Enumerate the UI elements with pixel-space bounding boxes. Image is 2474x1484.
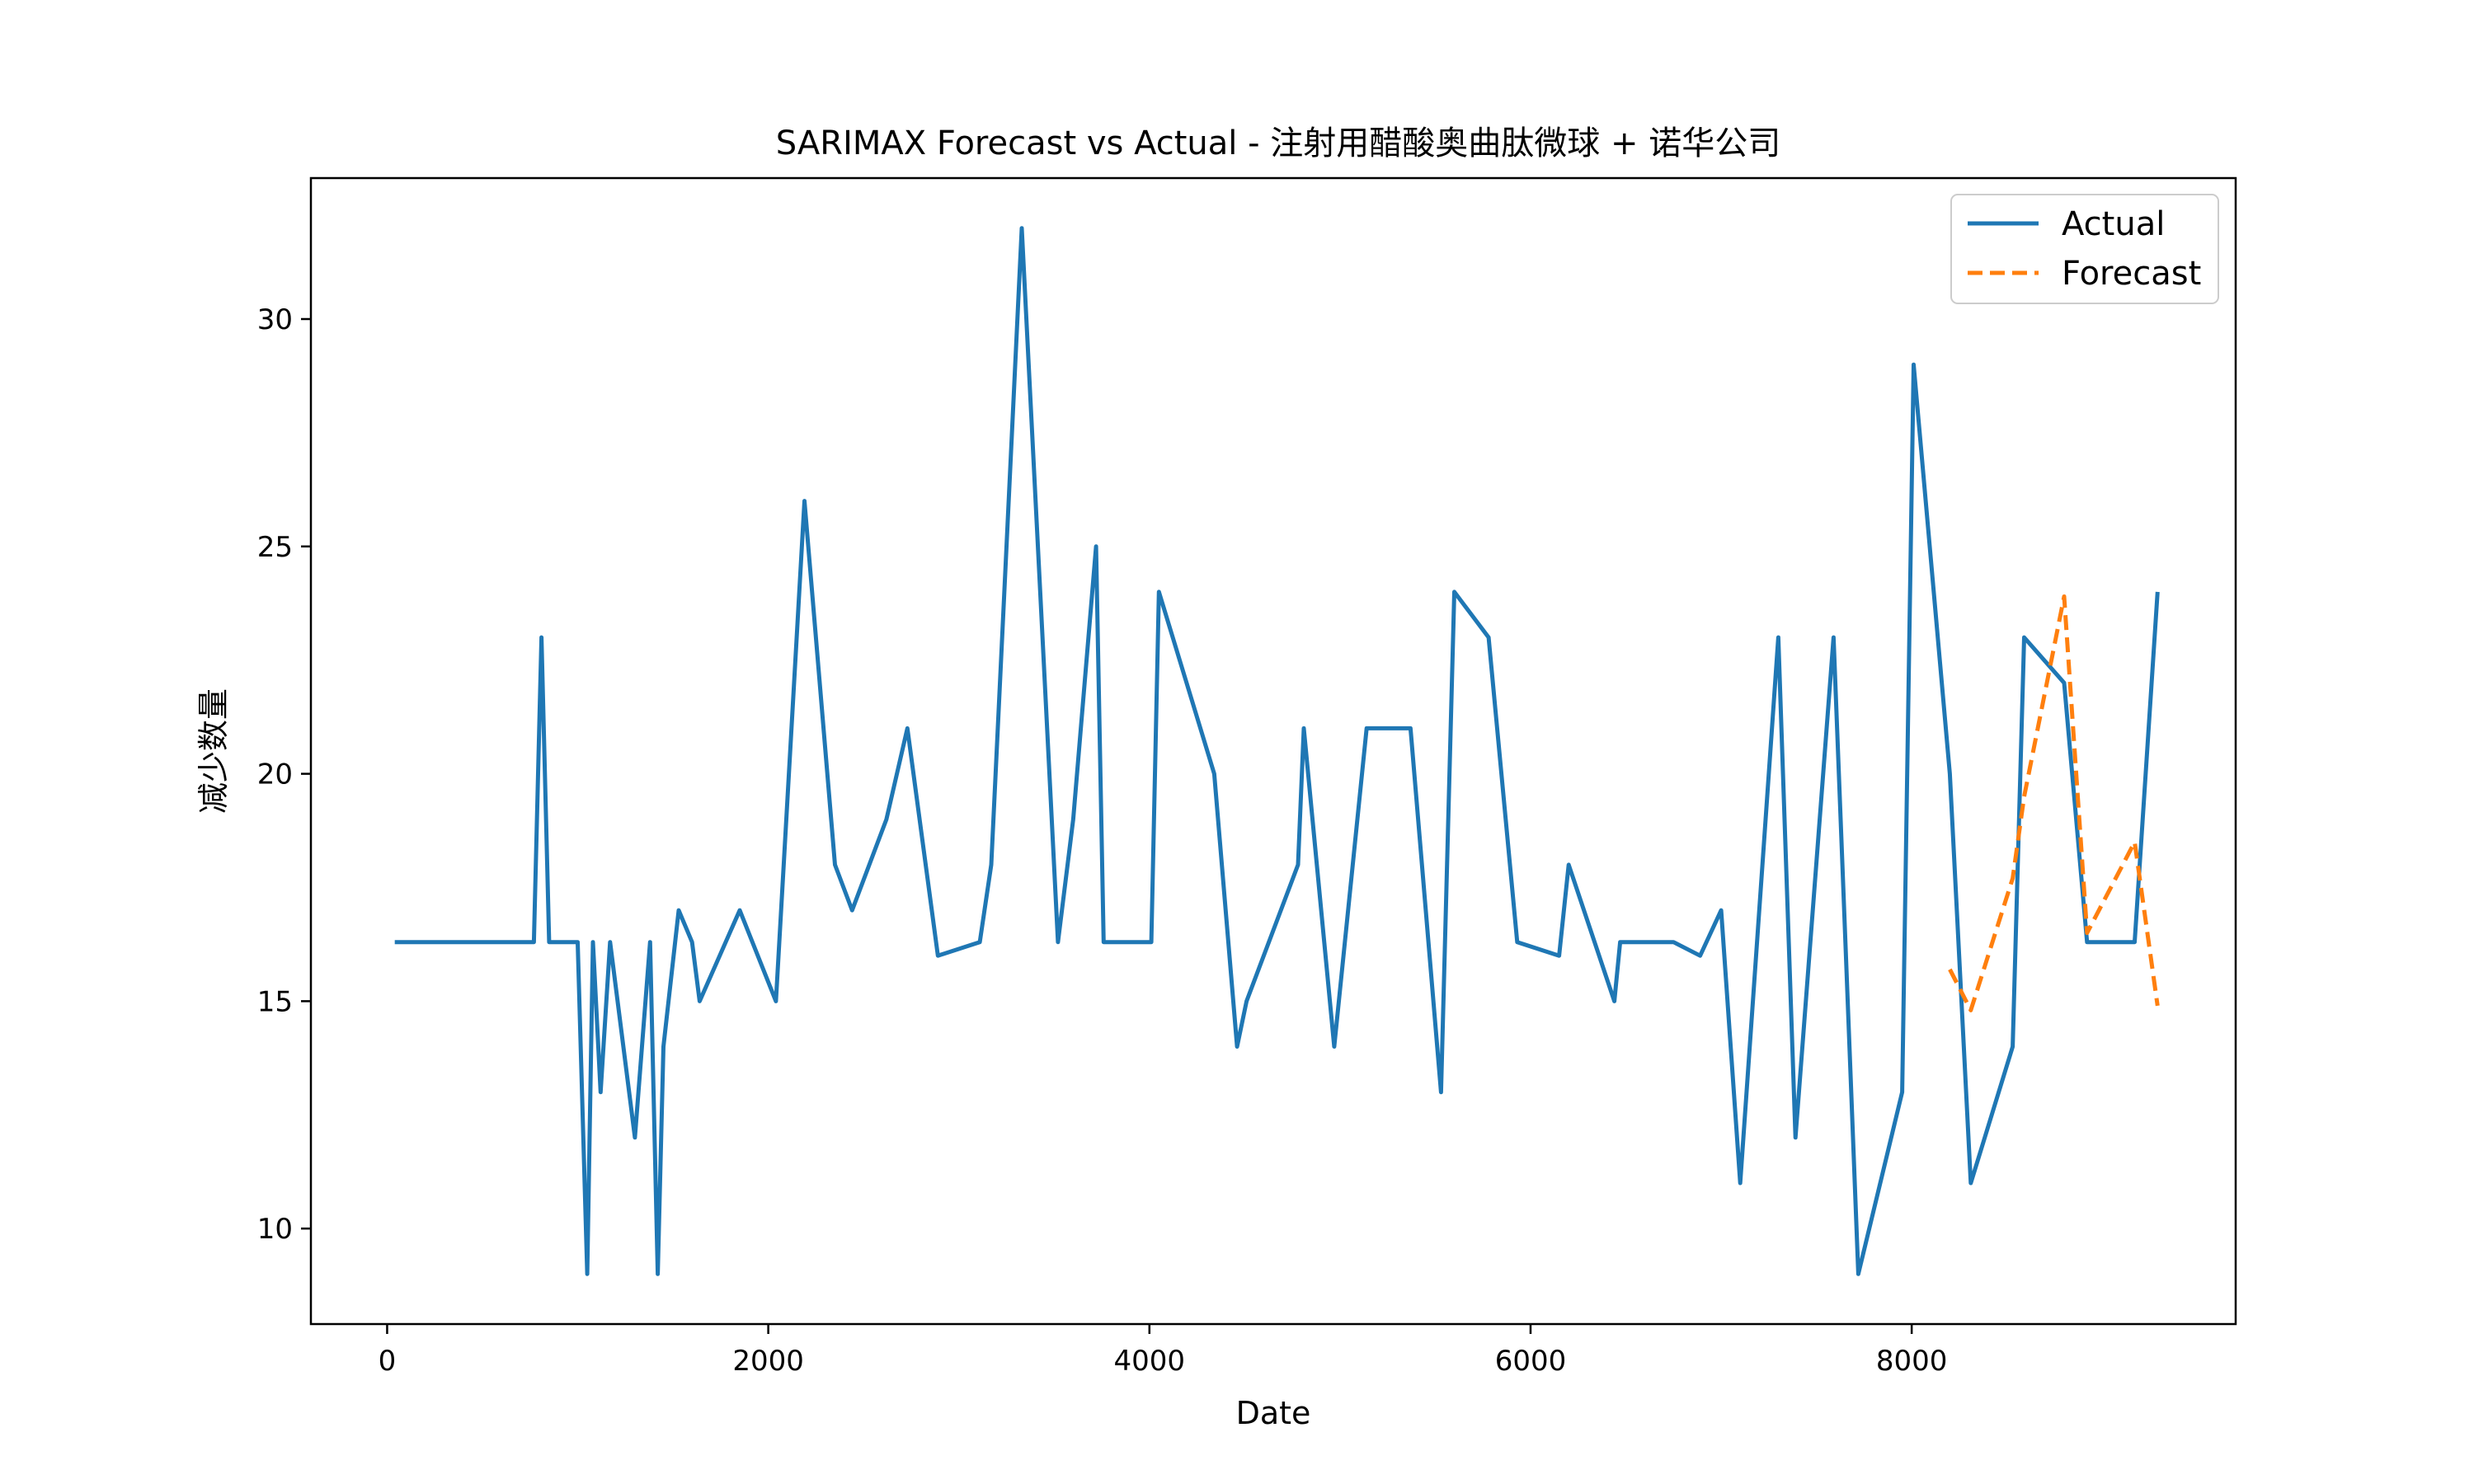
y-tick-label: 15 [257,985,293,1018]
y-tick-label: 25 [257,531,293,564]
x-tick-label: 8000 [1876,1345,1948,1378]
x-tick-label: 2000 [732,1345,804,1378]
x-tick-label: 0 [379,1345,397,1378]
series-line-forecast [1948,594,2160,1012]
legend: Actual Forecast [1950,194,2219,304]
legend-label-forecast: Forecast [2062,255,2201,293]
chart-title: SARIMAX Forecast vs Actual - 注射用醋酸奥曲肽微球 … [776,124,1780,162]
y-axis: 10 15 20 25 30 [257,303,311,1246]
y-tick-label: 10 [257,1213,293,1246]
x-tick-label: 6000 [1495,1345,1567,1378]
y-axis-label: 减少数量 [195,688,232,814]
plot-frame [309,176,2237,1326]
x-axis: 0 2000 4000 6000 8000 [379,1324,1948,1378]
plot-area [394,226,2160,1276]
x-tick-label: 4000 [1114,1345,1186,1378]
x-axis-label: Date [1236,1395,1311,1431]
y-tick-label: 20 [257,758,293,791]
series-line-actual [394,226,2160,1276]
legend-label-actual: Actual [2062,205,2165,243]
y-tick-label: 30 [257,303,293,336]
